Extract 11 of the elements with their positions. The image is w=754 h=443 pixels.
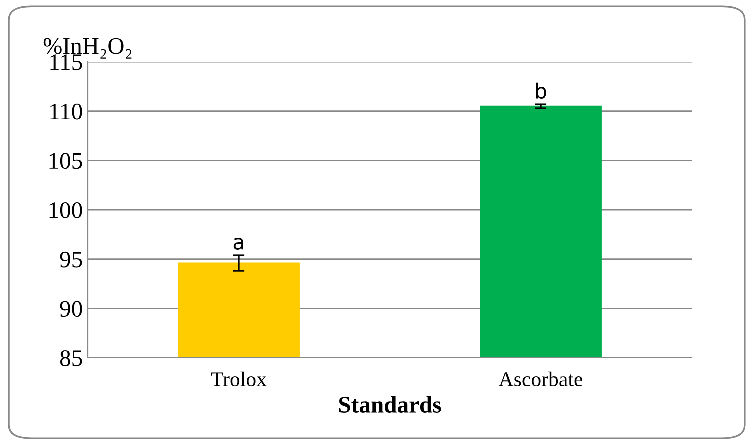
y-tick-label: 95 xyxy=(60,252,82,268)
x-axis-title: Standards xyxy=(339,396,442,413)
x-tick-label: Trolox xyxy=(211,372,267,387)
y-tick-label: 100 xyxy=(50,202,82,218)
y-tick-label: 85 xyxy=(60,350,82,366)
x-tick-label: Ascorbate xyxy=(498,372,583,387)
y-tick-label: 105 xyxy=(50,153,82,170)
y-tick-label: 110 xyxy=(50,104,82,120)
y-tick-label: 90 xyxy=(60,301,82,318)
annotation: a xyxy=(234,238,244,250)
annotation: b xyxy=(536,82,546,99)
